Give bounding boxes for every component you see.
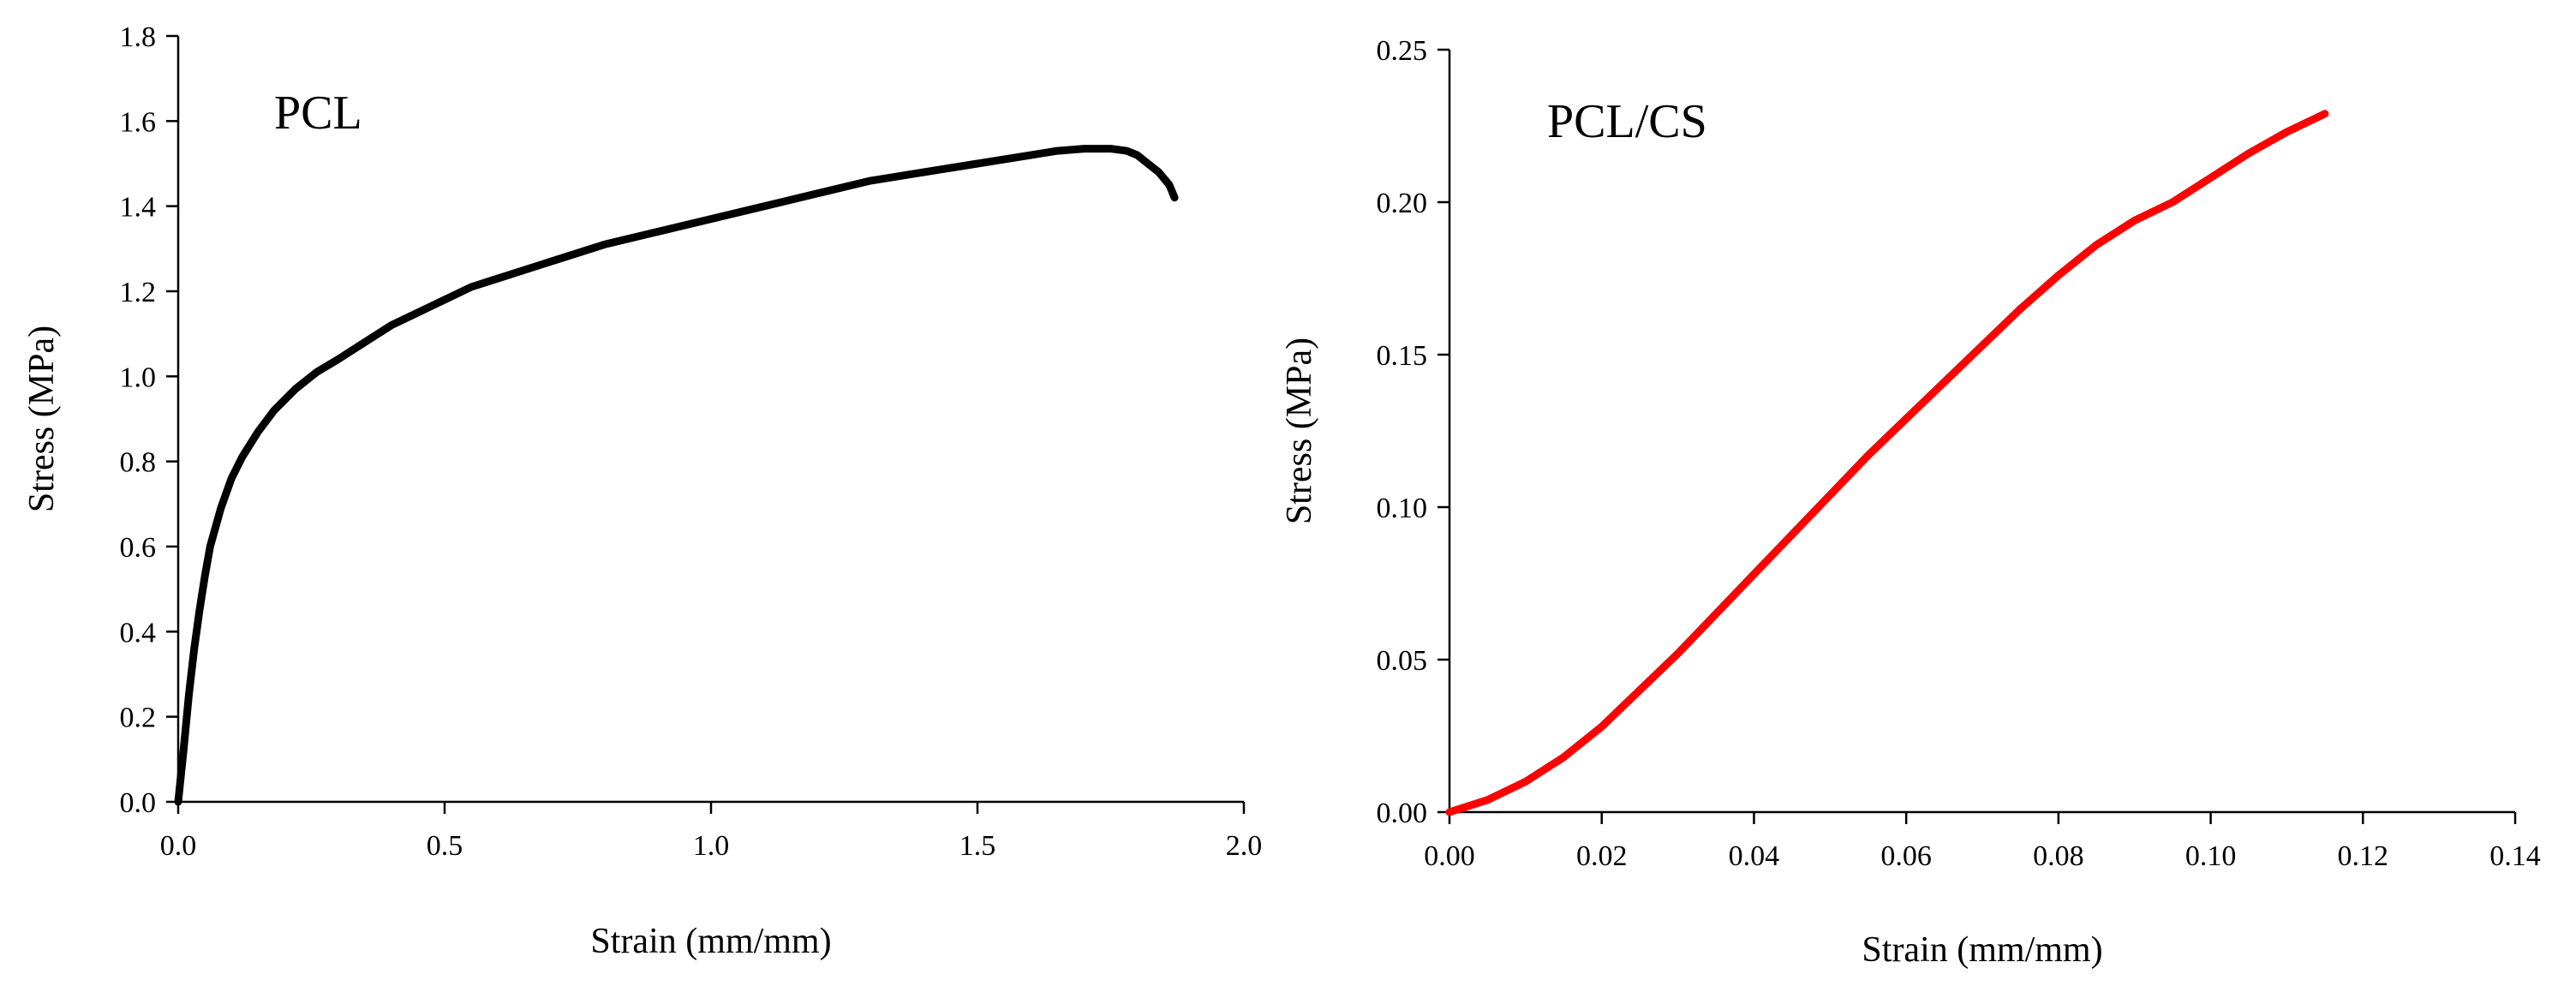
- y-tick-label: 0.05: [1377, 645, 1428, 677]
- y-axis-title: Stress (MPa): [22, 326, 62, 512]
- x-axis-title: Strain (mm/mm): [590, 922, 831, 961]
- y-tick-label: 0.2: [120, 702, 157, 734]
- x-tick-label: 0.00: [1424, 840, 1475, 872]
- x-tick-label: 0.10: [2185, 840, 2237, 872]
- y-tick-label: 1.4: [120, 192, 157, 224]
- x-tick-label: 0.12: [2338, 840, 2389, 872]
- x-tick-label: 0.0: [160, 830, 197, 862]
- y-tick-label: 0.6: [120, 532, 157, 564]
- y-tick-label: 1.2: [120, 277, 157, 308]
- y-tick-label: 0.20: [1377, 188, 1428, 219]
- x-tick-label: 0.02: [1576, 840, 1628, 872]
- series-line: [1445, 110, 2329, 816]
- x-tick-label: 0.04: [1729, 840, 1780, 872]
- x-axis-title: Strain (mm/mm): [1862, 930, 2102, 970]
- y-axis-title: Stress (MPa): [1280, 338, 1319, 524]
- x-tick-label: 1.0: [693, 830, 730, 862]
- x-tick-label: 0.08: [2033, 840, 2084, 872]
- x-tick-label: 0.06: [1880, 840, 1932, 872]
- x-tick-label: 1.5: [959, 830, 996, 862]
- x-tick-label: 0.5: [427, 830, 463, 862]
- x-tick-label: 2.0: [1226, 830, 1263, 862]
- pcl-cs-chart: 0.00 0.02 0.04 0.06 0.08 0.10 0.12 0.14 0.00 0.05…: [1280, 35, 2541, 970]
- y-tick-label: 0.00: [1377, 798, 1428, 829]
- chart-title: PCL: [274, 87, 362, 140]
- y-tick-label: 1.6: [120, 106, 157, 138]
- y-tick-label: 0.0: [120, 787, 157, 819]
- x-tick-label: 0.14: [2489, 840, 2541, 872]
- y-tick-label: 0.10: [1377, 493, 1428, 524]
- pcl-chart: 0.0 0.5 1.0 1.5 2.0 0.0 0.2 0.4 0.6 0.8 1.0 1.2 1.4 1…: [22, 21, 1262, 961]
- series-line: [174, 145, 1179, 806]
- y-tick-label: 0.25: [1377, 35, 1428, 67]
- y-tick-label: 1.0: [120, 362, 157, 393]
- y-tick-label: 0.8: [120, 447, 157, 479]
- y-tick-label: 1.8: [120, 21, 157, 53]
- y-tick-label: 0.15: [1377, 340, 1428, 372]
- y-tick-label: 0.4: [120, 617, 157, 648]
- chart-title: PCL/CS: [1547, 95, 1707, 148]
